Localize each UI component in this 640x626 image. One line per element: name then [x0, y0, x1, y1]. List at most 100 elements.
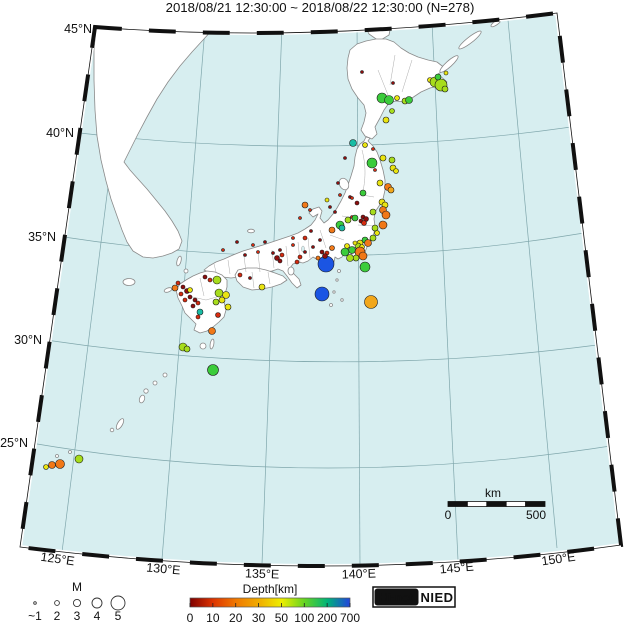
quake-marker	[387, 186, 395, 194]
quake-marker	[369, 234, 377, 242]
quake-marker	[183, 345, 191, 353]
quake-marker	[277, 258, 283, 264]
ryukyu-islet	[109, 427, 115, 433]
quake-marker	[302, 235, 308, 241]
lon-label-145e: 145°E	[439, 560, 474, 577]
quake-marker	[235, 240, 239, 244]
legend-depth-title: Depth[km]	[243, 582, 298, 596]
prefecture-borders	[187, 54, 413, 301]
quake-marker	[279, 252, 285, 258]
quake-marker	[74, 454, 84, 464]
map-frame	[17, 10, 624, 569]
goto-islands	[163, 287, 173, 293]
quake-marker	[319, 249, 325, 255]
logo-hinet-bg	[374, 588, 419, 606]
quake-marker	[322, 253, 328, 259]
lat-label-40n: 40°N	[46, 126, 74, 140]
map-title: 2018/08/21 12:30:00 ~ 2018/08/22 12:30:0…	[166, 0, 475, 15]
quake-marker	[324, 197, 330, 203]
graticule	[30, 19, 618, 566]
depth-tick-label: 200	[317, 611, 337, 625]
quake-marker	[48, 461, 56, 469]
scale-bar-unit: km	[485, 486, 501, 500]
depth-tick-label: 100	[294, 611, 314, 625]
quake-marker	[338, 193, 342, 197]
quake-marker	[187, 287, 193, 293]
lake-biwa	[301, 245, 305, 253]
map-content	[30, 15, 618, 566]
amami-island	[138, 394, 146, 404]
quake-marker	[180, 284, 186, 290]
sado-island	[338, 177, 350, 191]
quake-marker	[441, 85, 449, 93]
quake-marker	[352, 254, 360, 262]
legend-magnitude-circle	[54, 600, 60, 606]
quake-marker	[207, 364, 219, 376]
oki-islands	[247, 228, 255, 234]
quake-marker	[364, 239, 372, 247]
depth-tick-label: 700	[340, 611, 360, 625]
quake-marker	[315, 255, 321, 261]
quake-marker	[291, 243, 295, 247]
lat-label-35n: 35°N	[28, 230, 56, 244]
quake-marker	[271, 251, 275, 255]
quake-marker	[195, 314, 201, 320]
logo-nied-text: NIED	[420, 590, 453, 605]
quake-marker	[278, 248, 282, 252]
quake-marker	[371, 147, 375, 151]
okinawa-island	[115, 418, 125, 430]
quake-marker	[359, 189, 367, 197]
legend-depth: Depth[km] 0 10 20 30 50 100 200 700	[187, 582, 361, 625]
legend-magnitude-circle	[33, 601, 37, 605]
scale-bar: km 0 500	[445, 486, 547, 522]
quake-marker	[371, 224, 379, 232]
legend-depth-ticks: 0 10 20 30 50 100 200 700	[187, 603, 360, 625]
jeju-island	[122, 278, 136, 286]
quake-marker	[394, 95, 400, 101]
depth-tick-label: 0	[187, 611, 194, 625]
quake-layer	[43, 70, 449, 470]
lon-label-150e: 150°E	[541, 550, 577, 569]
legend-magnitude-circle	[91, 597, 103, 609]
quake-marker	[243, 253, 247, 257]
quake-marker	[222, 291, 230, 299]
quake-marker	[373, 168, 377, 172]
depth-tick-label: 30	[252, 611, 266, 625]
quake-marker	[212, 298, 220, 306]
quake-marker	[329, 245, 335, 251]
quake-marker	[384, 95, 394, 105]
quake-marker	[258, 283, 266, 291]
quake-marker	[346, 254, 354, 262]
quake-marker	[294, 259, 300, 265]
quake-marker	[207, 277, 213, 283]
awaji-island	[287, 266, 295, 276]
legend-magnitude-label: 3	[74, 609, 81, 623]
quake-marker	[175, 280, 181, 286]
quake-marker	[366, 157, 378, 169]
quake-marker	[361, 220, 367, 226]
logo-hinet-nied: Hi-net NIED	[372, 586, 456, 608]
legend-magnitude-title: M	[72, 580, 82, 594]
legend-magnitude-items: ~1 2 3 4 5	[28, 595, 126, 623]
lat-label-25n: 25°N	[0, 436, 28, 450]
depth-colorbar	[189, 597, 351, 608]
quake-marker	[376, 179, 384, 187]
quake-marker	[55, 459, 65, 469]
logo-hinet-text: Hi-net	[379, 591, 413, 605]
quake-marker	[256, 250, 260, 254]
yakushima-island	[199, 342, 207, 350]
quake-marker	[212, 275, 222, 285]
quake-marker	[221, 248, 225, 252]
quake-marker	[405, 96, 413, 104]
quake-marker	[298, 216, 302, 220]
quake-marker	[358, 251, 368, 261]
quake-marker	[301, 201, 309, 209]
quake-marker	[328, 205, 332, 209]
quake-marker	[389, 108, 395, 114]
legend-magnitude-label: ~1	[28, 609, 42, 623]
lon-label-135e: 135°E	[245, 566, 280, 581]
latitude-labels: 45°N 40°N 35°N 30°N 25°N	[0, 22, 92, 450]
quake-marker	[378, 220, 388, 230]
